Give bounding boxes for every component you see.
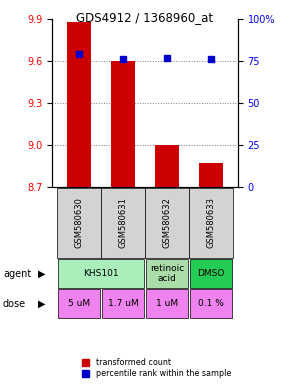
- Text: ▶: ▶: [38, 269, 45, 279]
- Text: GSM580632: GSM580632: [163, 197, 172, 248]
- Text: DMSO: DMSO: [197, 269, 225, 278]
- Text: 5 uM: 5 uM: [68, 299, 90, 308]
- Text: 0.1 %: 0.1 %: [198, 299, 224, 308]
- Text: ▶: ▶: [38, 299, 45, 309]
- Bar: [190, 290, 233, 318]
- Text: KHS101: KHS101: [83, 269, 119, 278]
- Text: agent: agent: [3, 269, 31, 279]
- Bar: [199, 163, 223, 187]
- Text: 1.7 uM: 1.7 uM: [108, 299, 138, 308]
- Text: retinoic
acid: retinoic acid: [150, 264, 184, 283]
- Legend: transformed count, percentile rank within the sample: transformed count, percentile rank withi…: [80, 357, 233, 380]
- Bar: [111, 61, 135, 187]
- Text: GSM580631: GSM580631: [118, 197, 127, 248]
- Point: [121, 56, 125, 63]
- Point: [76, 51, 81, 58]
- Bar: [146, 290, 188, 318]
- Bar: [57, 290, 100, 318]
- Text: GDS4912 / 1368960_at: GDS4912 / 1368960_at: [77, 12, 213, 25]
- Text: 1 uM: 1 uM: [156, 299, 178, 308]
- Point: [165, 55, 169, 61]
- Bar: [155, 145, 179, 187]
- Bar: [57, 188, 101, 258]
- Bar: [101, 188, 145, 258]
- Bar: [67, 22, 91, 187]
- Bar: [57, 260, 144, 288]
- Bar: [190, 260, 233, 288]
- Bar: [102, 290, 144, 318]
- Text: dose: dose: [3, 299, 26, 309]
- Bar: [145, 188, 189, 258]
- Text: GSM580633: GSM580633: [207, 197, 216, 248]
- Point: [209, 56, 214, 63]
- Text: GSM580630: GSM580630: [74, 197, 83, 248]
- Bar: [189, 188, 233, 258]
- Bar: [146, 260, 188, 288]
